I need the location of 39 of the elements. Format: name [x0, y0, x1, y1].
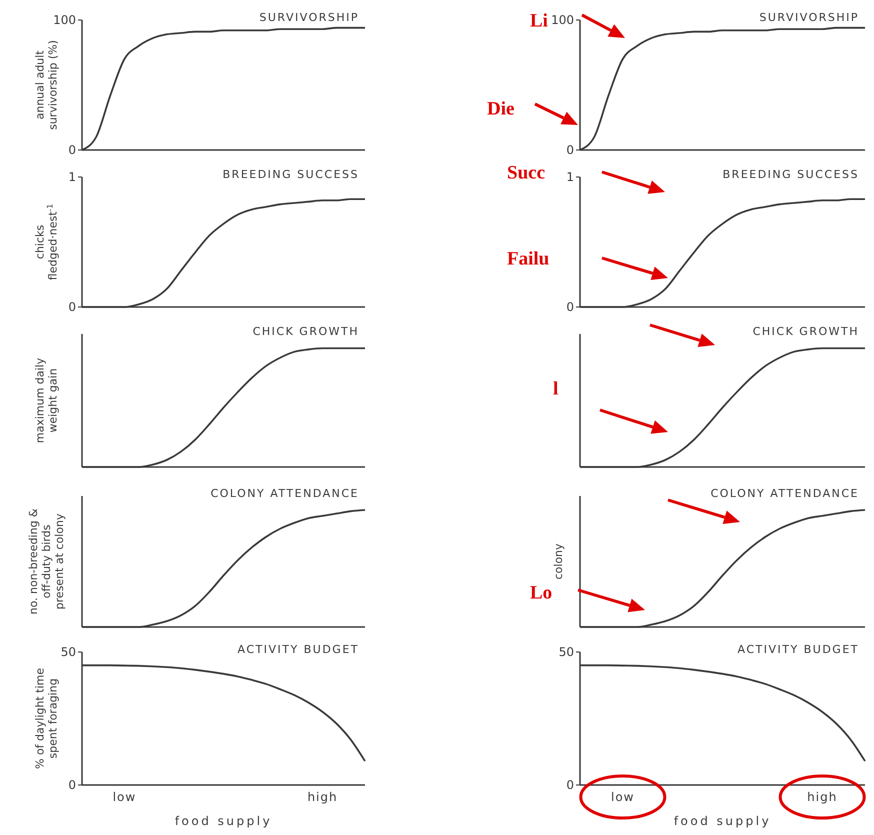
text: Lo: [530, 582, 552, 604]
y-tick-label: 1: [566, 170, 574, 184]
y-axis-title: no. non-breeding & off-duty birds present at colony: [27, 508, 66, 615]
chart-title: CHICK GROWTH: [252, 325, 359, 338]
y-tick-label: 0: [68, 143, 76, 158]
y-tick-label: 100: [551, 13, 574, 28]
chart-title: COLONY ATTENDANCE: [210, 487, 359, 500]
chart-title: SURVIVORSHIP: [259, 11, 359, 24]
x-tick-label: high: [307, 790, 338, 804]
y-tick-label: 0: [68, 300, 76, 314]
x-axis-title: food supply: [674, 814, 772, 828]
y-tick-label: 1: [68, 170, 76, 184]
chart-title: COLONY ATTENDANCE: [710, 487, 859, 500]
chart-title: ACTIVITY BUDGET: [238, 643, 359, 656]
text: Succ: [507, 162, 545, 184]
y-tick-label: 0: [566, 778, 574, 792]
text: Die: [487, 98, 514, 120]
y-tick-label: 0: [566, 300, 574, 314]
y-axis-title: % of daylight time spent foraging: [34, 668, 60, 770]
y-axis-title: maximum daily weight gain: [34, 357, 60, 444]
y-tick-label: 50: [558, 645, 574, 660]
y-axis-title: annual adult survivorship (%): [34, 40, 60, 130]
chart-title: CHICK GROWTH: [752, 325, 859, 338]
x-tick-label: low: [112, 790, 136, 804]
y-axis-title: colony: [552, 542, 565, 580]
y-tick-label: 50: [60, 645, 76, 660]
text: Li: [530, 10, 548, 32]
text: l: [553, 378, 558, 400]
y-tick-label: 0: [566, 143, 574, 158]
text: Failu: [507, 248, 550, 270]
x-axis-title: food supply: [174, 814, 272, 828]
x-tick-label: low: [611, 790, 634, 804]
y-tick-label: 0: [68, 778, 76, 792]
y-tick-label: 100: [53, 13, 76, 28]
chart-title: BREEDING SUCCESS: [722, 168, 859, 181]
chart-title: ACTIVITY BUDGET: [738, 643, 859, 656]
chart-title: BREEDING SUCCESS: [222, 168, 359, 181]
x-tick-label: high: [807, 790, 838, 804]
chart-title: SURVIVORSHIP: [759, 11, 859, 24]
